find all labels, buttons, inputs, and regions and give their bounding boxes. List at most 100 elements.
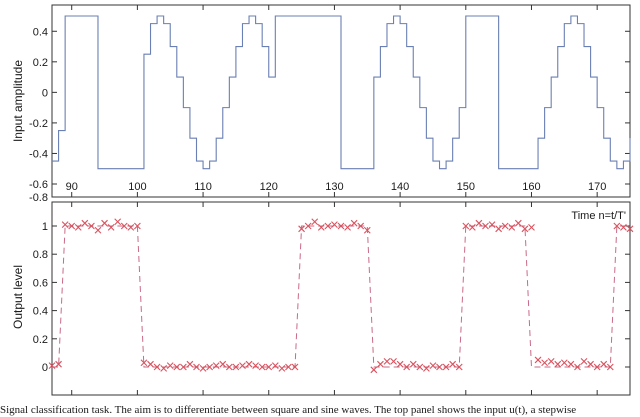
- input-amplitude-panel: 0.4 0.2 0 -0.2 -0.4 -0.6-0.8 90 100 110 120 130 14…: [11, 4, 631, 204]
- output-marker: [258, 363, 266, 371]
- output-marker: [587, 360, 594, 368]
- output-marker: [133, 222, 141, 230]
- output-marker: [311, 218, 319, 226]
- output-marker: [245, 360, 253, 368]
- output-marker: [232, 363, 240, 371]
- output-marker: [324, 222, 332, 230]
- output-marker: [331, 221, 338, 228]
- output-marker: [68, 222, 76, 230]
- output-marker: [107, 224, 115, 231]
- top-x-tick-label-6: 150: [457, 181, 475, 193]
- output-marker: [61, 221, 69, 228]
- output-marker: [120, 222, 128, 230]
- output-marker: [160, 365, 168, 372]
- output-marker: [462, 222, 470, 230]
- top-y-tick-label-bottom: -0.8: [29, 192, 48, 204]
- bottom-y-tick-label-5: 0: [42, 362, 48, 374]
- output-marker: [534, 356, 542, 364]
- top-y-tick-label-4: -0.4: [29, 148, 48, 160]
- top-x-tick-label-4: 130: [325, 181, 343, 193]
- output-markers: [48, 218, 634, 374]
- output-marker: [179, 363, 187, 371]
- output-marker: [193, 363, 200, 371]
- output-marker: [449, 360, 457, 368]
- output-marker: [304, 222, 312, 230]
- output-marker: [475, 219, 483, 227]
- output-marker: [81, 219, 89, 227]
- output-marker: [514, 219, 522, 227]
- output-marker: [560, 359, 568, 367]
- top-x-tick-label-0: 90: [66, 181, 78, 193]
- output-marker: [94, 226, 102, 234]
- bottom-y-tick-label-2: 0.6: [33, 277, 48, 289]
- top-x-ticks: 90 100 110 120 130 140 150 160 170: [66, 5, 606, 197]
- target-output-dashed-line: [52, 225, 630, 368]
- output-marker: [88, 222, 95, 230]
- output-marker: [55, 360, 62, 368]
- output-marker: [48, 362, 56, 369]
- bottom-plot-frame: [51, 201, 631, 396]
- output-marker: [317, 224, 325, 231]
- output-marker: [370, 366, 378, 374]
- output-marker: [613, 222, 621, 230]
- output-marker: [337, 222, 345, 230]
- output-marker: [153, 363, 161, 371]
- output-marker: [528, 224, 535, 231]
- output-marker: [74, 224, 82, 231]
- output-marker: [574, 363, 581, 371]
- top-y-tick-label-2: 0: [42, 87, 48, 99]
- output-marker: [429, 362, 437, 369]
- output-marker: [521, 225, 529, 233]
- output-marker: [468, 224, 476, 231]
- bottom-y-tick-label-0: 1: [42, 221, 48, 233]
- bottom-y-tick-label-1: 0.8: [33, 249, 48, 261]
- output-marker: [199, 365, 207, 372]
- output-marker: [396, 360, 404, 368]
- top-x-tick-label-2: 110: [194, 181, 212, 193]
- top-y-tick-label-1: 0.2: [33, 57, 48, 69]
- bottom-y-tick-label-4: 0.2: [33, 334, 48, 346]
- bottom-y-tick-label-3: 0.4: [33, 306, 48, 318]
- figure-caption: Signal classification task. The aim is t…: [0, 404, 577, 416]
- top-y-ticks: 0.4 0.2 0 -0.2 -0.4 -0.6-0.8: [29, 26, 630, 204]
- output-marker: [508, 224, 516, 231]
- output-marker: [363, 226, 371, 234]
- output-marker: [482, 222, 489, 230]
- input-signal-line: [52, 15, 631, 170]
- bottom-y-ticks: 1 0.8 0.6 0.4 0.2 0: [33, 221, 630, 374]
- output-marker: [219, 360, 227, 368]
- top-y-tick-label-0: 0.4: [33, 26, 48, 38]
- output-marker: [350, 219, 358, 227]
- output-marker: [265, 363, 273, 371]
- output-marker: [239, 362, 246, 369]
- output-marker: [501, 222, 509, 230]
- top-y-tick-label-5: -0.6: [29, 179, 48, 191]
- output-marker: [114, 218, 122, 226]
- output-marker: [298, 225, 305, 233]
- output-marker: [620, 224, 627, 231]
- output-marker: [606, 363, 614, 371]
- output-marker: [377, 360, 384, 368]
- top-x-tick-label-3: 120: [260, 181, 278, 193]
- output-marker: [173, 363, 181, 371]
- output-marker: [455, 363, 463, 371]
- top-x-tick-label-5: 140: [391, 181, 409, 193]
- top-y-axis-label: Input amplitude: [11, 60, 25, 142]
- bottom-x-ticks: [71, 202, 598, 395]
- output-marker: [291, 363, 299, 371]
- output-marker: [212, 362, 220, 369]
- output-marker: [409, 360, 417, 368]
- bottom-x-axis-label: Time n=t/T': [571, 210, 626, 222]
- output-level-panel: 1 0.8 0.6 0.4 0.2 0 Output level Time n=t/T': [11, 201, 634, 396]
- output-marker: [127, 224, 135, 231]
- output-marker: [285, 363, 292, 371]
- top-x-tick-label-7: 160: [522, 181, 540, 193]
- output-marker: [547, 357, 555, 365]
- output-marker: [166, 362, 174, 369]
- output-marker: [416, 363, 424, 371]
- output-marker: [567, 360, 575, 368]
- output-marker: [186, 360, 194, 368]
- output-marker: [442, 363, 450, 371]
- output-marker: [593, 363, 601, 371]
